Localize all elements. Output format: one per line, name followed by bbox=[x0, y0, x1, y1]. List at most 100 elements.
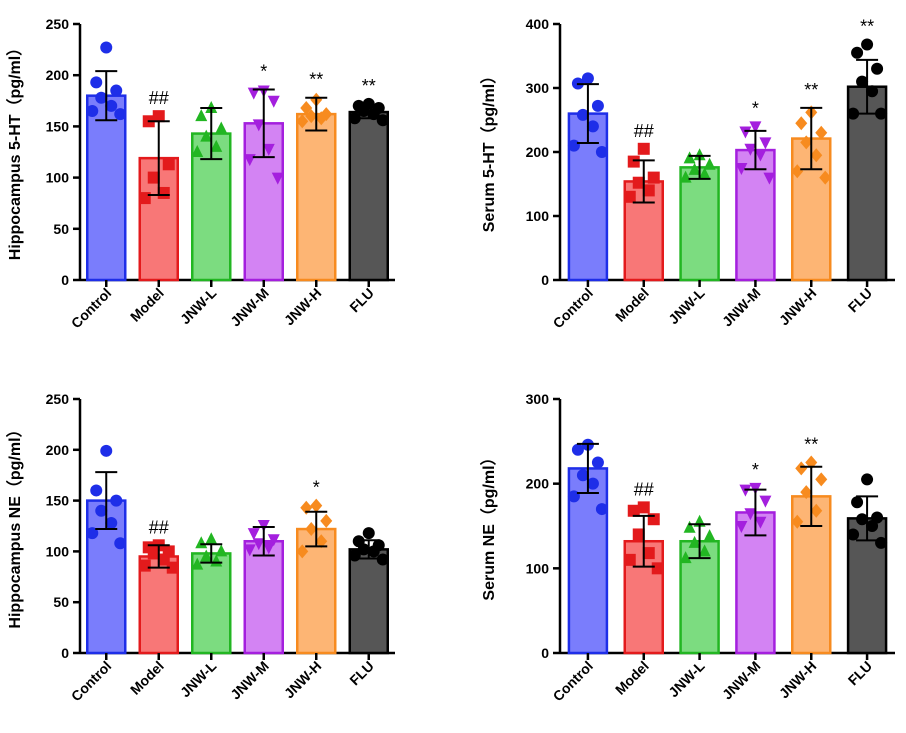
data-point bbox=[856, 513, 869, 526]
data-point bbox=[875, 107, 888, 120]
data-point bbox=[688, 535, 701, 548]
data-point bbox=[800, 485, 813, 500]
data-point bbox=[703, 529, 716, 542]
data-point bbox=[166, 561, 179, 574]
data-point bbox=[305, 109, 318, 124]
significance-label: ** bbox=[860, 16, 874, 36]
chart-hippocampus-5ht: Hippocampus 5-HT（pg/ml） 0 50 100 150 200 250 C… bbox=[6, 16, 395, 331]
data-point bbox=[195, 109, 208, 122]
data-point bbox=[367, 108, 380, 121]
y-tick-label: 100 bbox=[46, 543, 70, 559]
data-point bbox=[810, 148, 823, 163]
plot-area: 0 100 200 300 400 Control Model ## JNW-L JNW-M * JN… bbox=[526, 16, 895, 331]
y-tick-label: 0 bbox=[541, 272, 549, 288]
data-point bbox=[861, 473, 874, 486]
data-point bbox=[95, 91, 108, 104]
data-point bbox=[138, 559, 151, 572]
data-point bbox=[310, 498, 323, 513]
data-point bbox=[205, 532, 218, 545]
data-point bbox=[376, 114, 389, 127]
data-point bbox=[315, 111, 328, 126]
bar bbox=[296, 112, 337, 282]
y-axis-label: Serum 5-HT（pg/ml） bbox=[480, 68, 498, 232]
data-point bbox=[300, 100, 313, 115]
data-point bbox=[320, 513, 333, 528]
bar bbox=[243, 539, 284, 655]
data-point bbox=[191, 145, 204, 157]
category-label: JNW-L bbox=[177, 657, 220, 700]
data-point bbox=[147, 171, 160, 184]
data-point bbox=[591, 99, 604, 112]
category-label: Control bbox=[68, 285, 115, 332]
category-label: FLU bbox=[346, 285, 377, 316]
data-point bbox=[679, 551, 692, 564]
data-point bbox=[856, 75, 869, 88]
category-label: Control bbox=[550, 285, 597, 332]
data-point bbox=[576, 469, 589, 482]
y-tick-label: 300 bbox=[526, 391, 550, 407]
data-point bbox=[591, 456, 604, 469]
data-point bbox=[315, 534, 328, 549]
data-point bbox=[348, 112, 361, 125]
data-point bbox=[296, 114, 309, 129]
bar bbox=[86, 94, 127, 282]
data-point bbox=[90, 76, 103, 89]
data-point bbox=[576, 108, 589, 121]
data-point bbox=[651, 562, 664, 575]
significance-label: * bbox=[752, 98, 759, 118]
data-point bbox=[105, 516, 118, 529]
data-point bbox=[367, 545, 380, 558]
data-point bbox=[114, 537, 127, 550]
data-point bbox=[815, 472, 828, 487]
category-label: Model bbox=[612, 658, 652, 698]
category-label: JNW-M bbox=[227, 658, 272, 703]
data-point bbox=[215, 544, 228, 557]
data-point bbox=[586, 120, 599, 133]
data-point bbox=[595, 503, 608, 516]
significance-label: ** bbox=[804, 80, 818, 100]
category-label: Control bbox=[68, 658, 115, 705]
data-point bbox=[376, 553, 389, 566]
data-point bbox=[754, 516, 767, 529]
data-point bbox=[296, 544, 309, 559]
data-point bbox=[861, 38, 874, 51]
data-point bbox=[262, 143, 275, 156]
data-point bbox=[698, 544, 711, 557]
data-point bbox=[735, 521, 748, 533]
bar bbox=[348, 110, 389, 282]
data-point bbox=[800, 135, 813, 150]
y-tick-label: 300 bbox=[526, 80, 550, 96]
data-point bbox=[571, 443, 584, 456]
data-point bbox=[105, 99, 118, 112]
category-label: JNW-H bbox=[776, 285, 820, 329]
data-point bbox=[815, 125, 828, 140]
data-point bbox=[586, 477, 599, 490]
category-label: FLU bbox=[845, 285, 876, 316]
data-point bbox=[200, 549, 213, 562]
data-point bbox=[100, 41, 113, 54]
data-point bbox=[581, 72, 594, 85]
data-point bbox=[754, 149, 767, 162]
data-point bbox=[851, 46, 864, 59]
data-point bbox=[847, 528, 860, 541]
category-label: Model bbox=[127, 658, 167, 698]
data-point bbox=[632, 176, 645, 189]
data-point bbox=[362, 527, 375, 540]
data-point bbox=[642, 547, 655, 560]
data-point bbox=[759, 495, 772, 508]
significance-label: ## bbox=[149, 88, 169, 108]
y-axis-label: Hippocampus 5-HT（pg/ml） bbox=[6, 40, 24, 260]
y-tick-label: 0 bbox=[61, 645, 69, 661]
data-point bbox=[271, 172, 284, 185]
category-label: FLU bbox=[845, 658, 876, 689]
y-tick-label: 100 bbox=[526, 560, 550, 576]
data-point bbox=[348, 549, 361, 562]
data-point bbox=[110, 84, 123, 97]
data-point bbox=[247, 528, 260, 541]
data-point bbox=[200, 129, 213, 142]
data-point bbox=[243, 544, 256, 557]
y-tick-label: 150 bbox=[46, 493, 70, 509]
significance-label: * bbox=[260, 62, 267, 82]
data-point bbox=[138, 192, 151, 205]
data-point bbox=[210, 139, 223, 152]
